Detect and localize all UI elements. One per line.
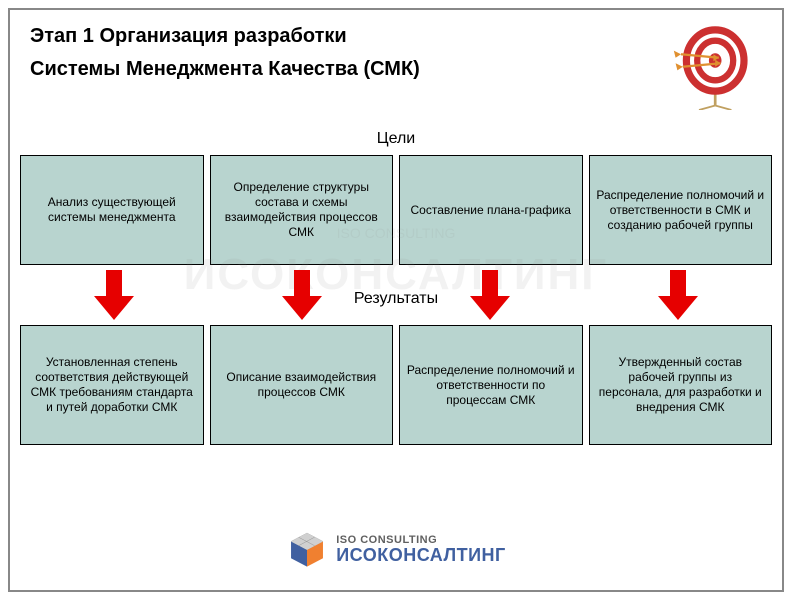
results-row: Установленная степень соответствия дейст… — [20, 325, 772, 445]
result-box-3: Распределение полномочий и ответственнос… — [399, 325, 583, 445]
header: Этап 1 Организация разработки Системы Ме… — [30, 25, 420, 91]
title-line-1: Этап 1 Организация разработки — [30, 25, 420, 48]
goals-label: Цели — [0, 130, 792, 148]
result-box-4: Утвержденный состав рабочей группы из пе… — [589, 325, 773, 445]
goal-box-4: Распределение полномочий и ответственнос… — [589, 155, 773, 265]
goal-box-2: Определение структуры состава и схемы вз… — [210, 155, 394, 265]
results-label: Результаты — [0, 290, 792, 308]
goal-box-3: Составление плана-графика — [399, 155, 583, 265]
goals-row: Анализ существующей системы менеджмента … — [20, 155, 772, 265]
logo-line-1: ISO CONSULTING — [336, 535, 506, 546]
goal-box-1: Анализ существующей системы менеджмента — [20, 155, 204, 265]
result-box-2: Описание взаимодействия процессов СМК — [210, 325, 394, 445]
footer-logo: ISO CONSULTING ИСОКОНСАЛТИНГ — [0, 528, 792, 570]
logo-text: ISO CONSULTING ИСОКОНСАЛТИНГ — [336, 535, 506, 564]
target-icon — [672, 20, 762, 110]
logo-line-2: ИСОКОНСАЛТИНГ — [336, 546, 506, 564]
result-box-1: Установленная степень соответствия дейст… — [20, 325, 204, 445]
logo-cube-icon — [286, 528, 328, 570]
title-line-2: Системы Менеджмента Качества (СМК) — [30, 58, 420, 81]
